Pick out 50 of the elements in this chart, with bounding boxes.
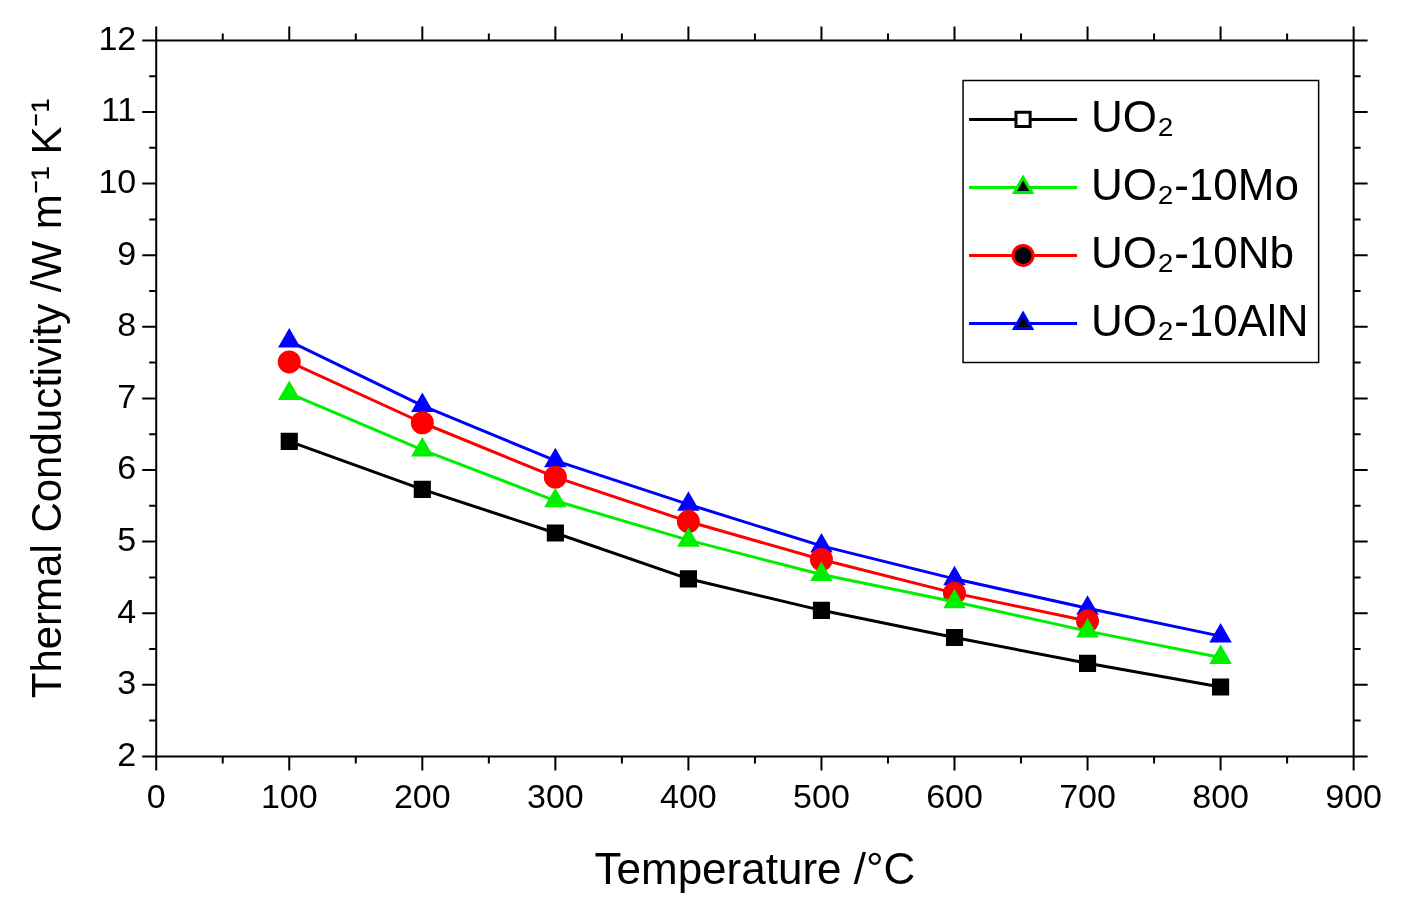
x-tick-label: 900 xyxy=(1325,777,1382,816)
point xyxy=(678,528,699,547)
y-tick-label: 8 xyxy=(117,305,137,344)
x-axis-title: Temperature /°C xyxy=(594,843,916,893)
y-axis-title: Thermal Conductivity /W m⁻¹ K⁻¹ xyxy=(22,98,70,699)
x-tick-label: 100 xyxy=(260,777,318,816)
point xyxy=(1210,646,1231,665)
point xyxy=(412,394,433,413)
y-tick-label: 2 xyxy=(117,734,137,773)
x-tick-label: 800 xyxy=(1192,777,1249,816)
legend-label: UO₂-10Mo xyxy=(1091,159,1299,209)
point xyxy=(1212,678,1230,696)
point xyxy=(1210,624,1231,643)
point xyxy=(412,438,433,457)
x-tick-label: 600 xyxy=(926,777,983,816)
y-tick-label: 10 xyxy=(98,161,137,200)
point xyxy=(413,480,431,498)
point xyxy=(1078,654,1097,672)
point xyxy=(678,492,699,511)
y-tick-label: 11 xyxy=(100,90,137,129)
x-tick-label: 400 xyxy=(660,777,717,816)
y-tick-label: 4 xyxy=(117,591,137,630)
point xyxy=(279,381,300,400)
y-tick-label: 5 xyxy=(117,519,137,558)
point xyxy=(812,601,831,619)
point xyxy=(543,465,567,489)
y-tick-label: 7 xyxy=(117,376,137,415)
x-tick-label: 500 xyxy=(793,777,850,816)
y-tick-label: 9 xyxy=(117,233,137,272)
point xyxy=(280,432,298,450)
x-tick-label: 700 xyxy=(1059,777,1116,816)
point xyxy=(279,329,300,348)
point xyxy=(545,449,566,468)
y-tick-label: 3 xyxy=(117,663,137,702)
point xyxy=(679,570,697,588)
legend-label: UO₂-10AlN xyxy=(1091,295,1309,345)
point xyxy=(545,489,566,508)
point xyxy=(1077,619,1098,638)
point xyxy=(944,590,965,609)
point xyxy=(811,563,832,582)
x-tick-label: 0 xyxy=(146,777,166,816)
x-tick-label: 300 xyxy=(526,777,584,816)
point xyxy=(546,524,564,542)
legend-label: UO₂ xyxy=(1091,91,1175,141)
point xyxy=(676,510,700,534)
y-tick-label: 12 xyxy=(98,18,137,57)
y-tick-label: 6 xyxy=(117,448,137,487)
point xyxy=(945,628,964,647)
legend-label: UO₂-10Nb xyxy=(1091,227,1294,277)
x-tick-label: 200 xyxy=(393,777,451,816)
